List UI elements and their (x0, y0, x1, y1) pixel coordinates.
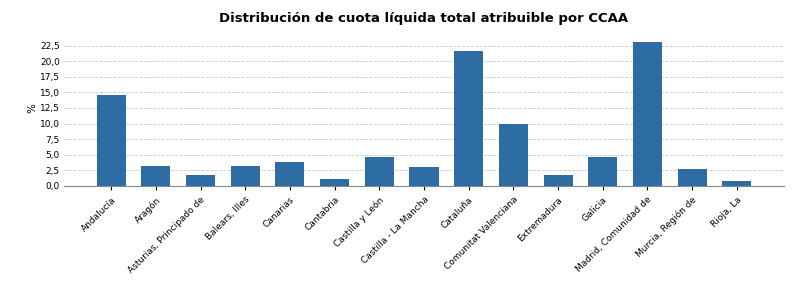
Title: Distribución de cuota líquida total atribuible por CCAA: Distribución de cuota líquida total atri… (219, 12, 629, 25)
Bar (186, 175, 215, 186)
Bar (142, 166, 170, 186)
Bar (499, 124, 528, 186)
Bar (454, 51, 483, 186)
Bar (230, 166, 260, 186)
Bar (275, 162, 305, 186)
Bar (543, 176, 573, 186)
Bar (365, 157, 394, 186)
Bar (633, 42, 662, 186)
Bar (410, 167, 438, 186)
Bar (588, 157, 618, 186)
Bar (320, 179, 349, 186)
Y-axis label: %: % (27, 103, 37, 113)
Bar (678, 169, 706, 186)
Bar (97, 95, 126, 186)
Bar (722, 181, 751, 186)
